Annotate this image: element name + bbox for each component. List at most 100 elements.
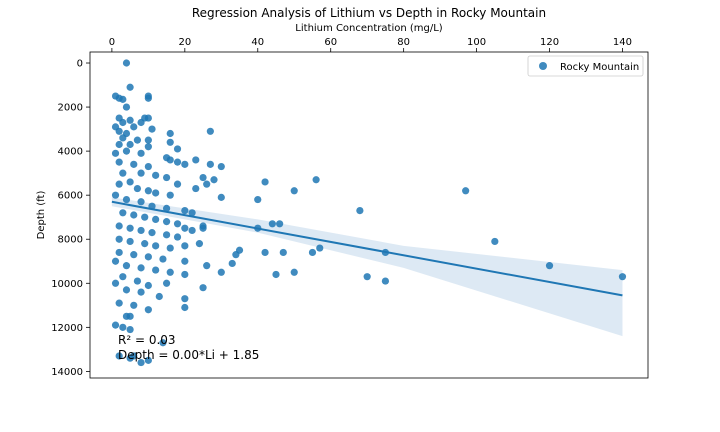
data-point — [166, 191, 174, 199]
data-point — [122, 147, 131, 155]
data-point — [381, 277, 390, 285]
data-point — [618, 273, 627, 281]
x-tick-label: 140 — [613, 37, 632, 48]
data-point — [115, 140, 123, 149]
data-point — [126, 224, 134, 232]
x-tick-label: 60 — [324, 37, 337, 48]
data-point — [122, 103, 131, 111]
chart-title: Regression Analysis of Lithium vs Depth … — [192, 6, 546, 20]
data-point — [192, 156, 200, 164]
plot-frame — [89, 51, 649, 379]
data-point — [308, 248, 317, 257]
x-tick-label: 120 — [540, 37, 559, 48]
data-point — [119, 209, 127, 217]
data-point — [166, 156, 174, 164]
data-point — [119, 273, 127, 281]
equation-annotation: Depth = 0.00*Li + 1.85 — [118, 348, 259, 362]
y-tick-label: 8000 — [58, 235, 83, 246]
data-point — [152, 189, 160, 197]
data-point — [144, 356, 152, 364]
data-point — [199, 284, 207, 292]
data-point — [162, 173, 171, 182]
data-point — [111, 149, 120, 157]
data-point — [152, 215, 160, 224]
data-point — [152, 171, 160, 179]
data-point — [144, 94, 152, 102]
data-point — [144, 281, 152, 290]
data-point — [141, 240, 149, 248]
data-point — [188, 226, 196, 235]
data-point — [119, 134, 127, 142]
data-point — [166, 129, 174, 138]
data-point — [181, 160, 189, 168]
data-point — [162, 231, 171, 239]
data-point — [316, 244, 324, 252]
data-point — [126, 116, 134, 124]
data-point — [181, 295, 189, 303]
data-point — [276, 220, 284, 228]
data-point — [126, 83, 134, 91]
legend-marker — [539, 62, 547, 70]
data-point — [130, 301, 138, 309]
data-point — [228, 259, 236, 268]
data-point — [137, 149, 145, 157]
data-point — [144, 114, 152, 122]
data-point — [192, 184, 200, 193]
data-point — [111, 191, 120, 199]
data-point — [130, 160, 138, 168]
data-point — [152, 242, 160, 250]
data-point — [122, 59, 131, 67]
confidence-band — [111, 197, 623, 337]
data-point — [181, 270, 189, 279]
data-point — [173, 158, 182, 166]
legend: Rocky Mountain — [527, 55, 644, 77]
data-point — [199, 224, 207, 232]
data-point — [141, 213, 149, 221]
y-tick-label: 10000 — [51, 279, 83, 290]
data-point — [115, 352, 123, 360]
data-point — [210, 176, 218, 184]
data-point — [203, 180, 211, 188]
y-tick-label: 14000 — [51, 367, 83, 378]
regression-line-layer — [111, 200, 623, 297]
data-point — [173, 220, 182, 228]
data-point — [217, 268, 225, 276]
data-point — [162, 218, 171, 226]
data-point — [261, 248, 269, 257]
data-point — [111, 321, 120, 329]
data-point — [181, 224, 189, 232]
data-point — [148, 229, 156, 237]
legend-box — [527, 55, 644, 77]
data-point — [130, 352, 138, 360]
data-point — [290, 187, 298, 195]
data-point — [126, 178, 134, 186]
data-point — [137, 198, 145, 206]
y-axis-label: Depth (ft) — [36, 191, 47, 240]
data-point — [166, 268, 174, 276]
data-point — [279, 248, 287, 257]
x-axis-ticks: 0 20 40 60 80 100 120 140 — [109, 37, 632, 52]
r-squared-annotation: R² = 0.03 — [118, 333, 176, 347]
data-point — [130, 211, 138, 219]
x-tick-label: 0 — [109, 37, 115, 48]
legend-label: Rocky Mountain — [560, 62, 639, 73]
data-point — [148, 125, 156, 133]
data-point — [137, 118, 145, 127]
data-point — [152, 266, 160, 274]
data-point — [144, 306, 152, 314]
data-point — [173, 233, 182, 241]
data-point — [173, 145, 182, 153]
data-point — [133, 277, 142, 285]
data-point — [122, 262, 131, 270]
y-tick-label: 0 — [77, 59, 83, 70]
data-point — [217, 162, 225, 171]
data-point — [111, 257, 120, 265]
data-point — [545, 262, 554, 270]
data-point — [144, 187, 152, 195]
data-point — [312, 176, 320, 184]
data-point — [144, 136, 152, 144]
x-tick-label: 100 — [467, 37, 486, 48]
data-point — [290, 268, 298, 276]
x-tick-label: 20 — [178, 37, 191, 48]
